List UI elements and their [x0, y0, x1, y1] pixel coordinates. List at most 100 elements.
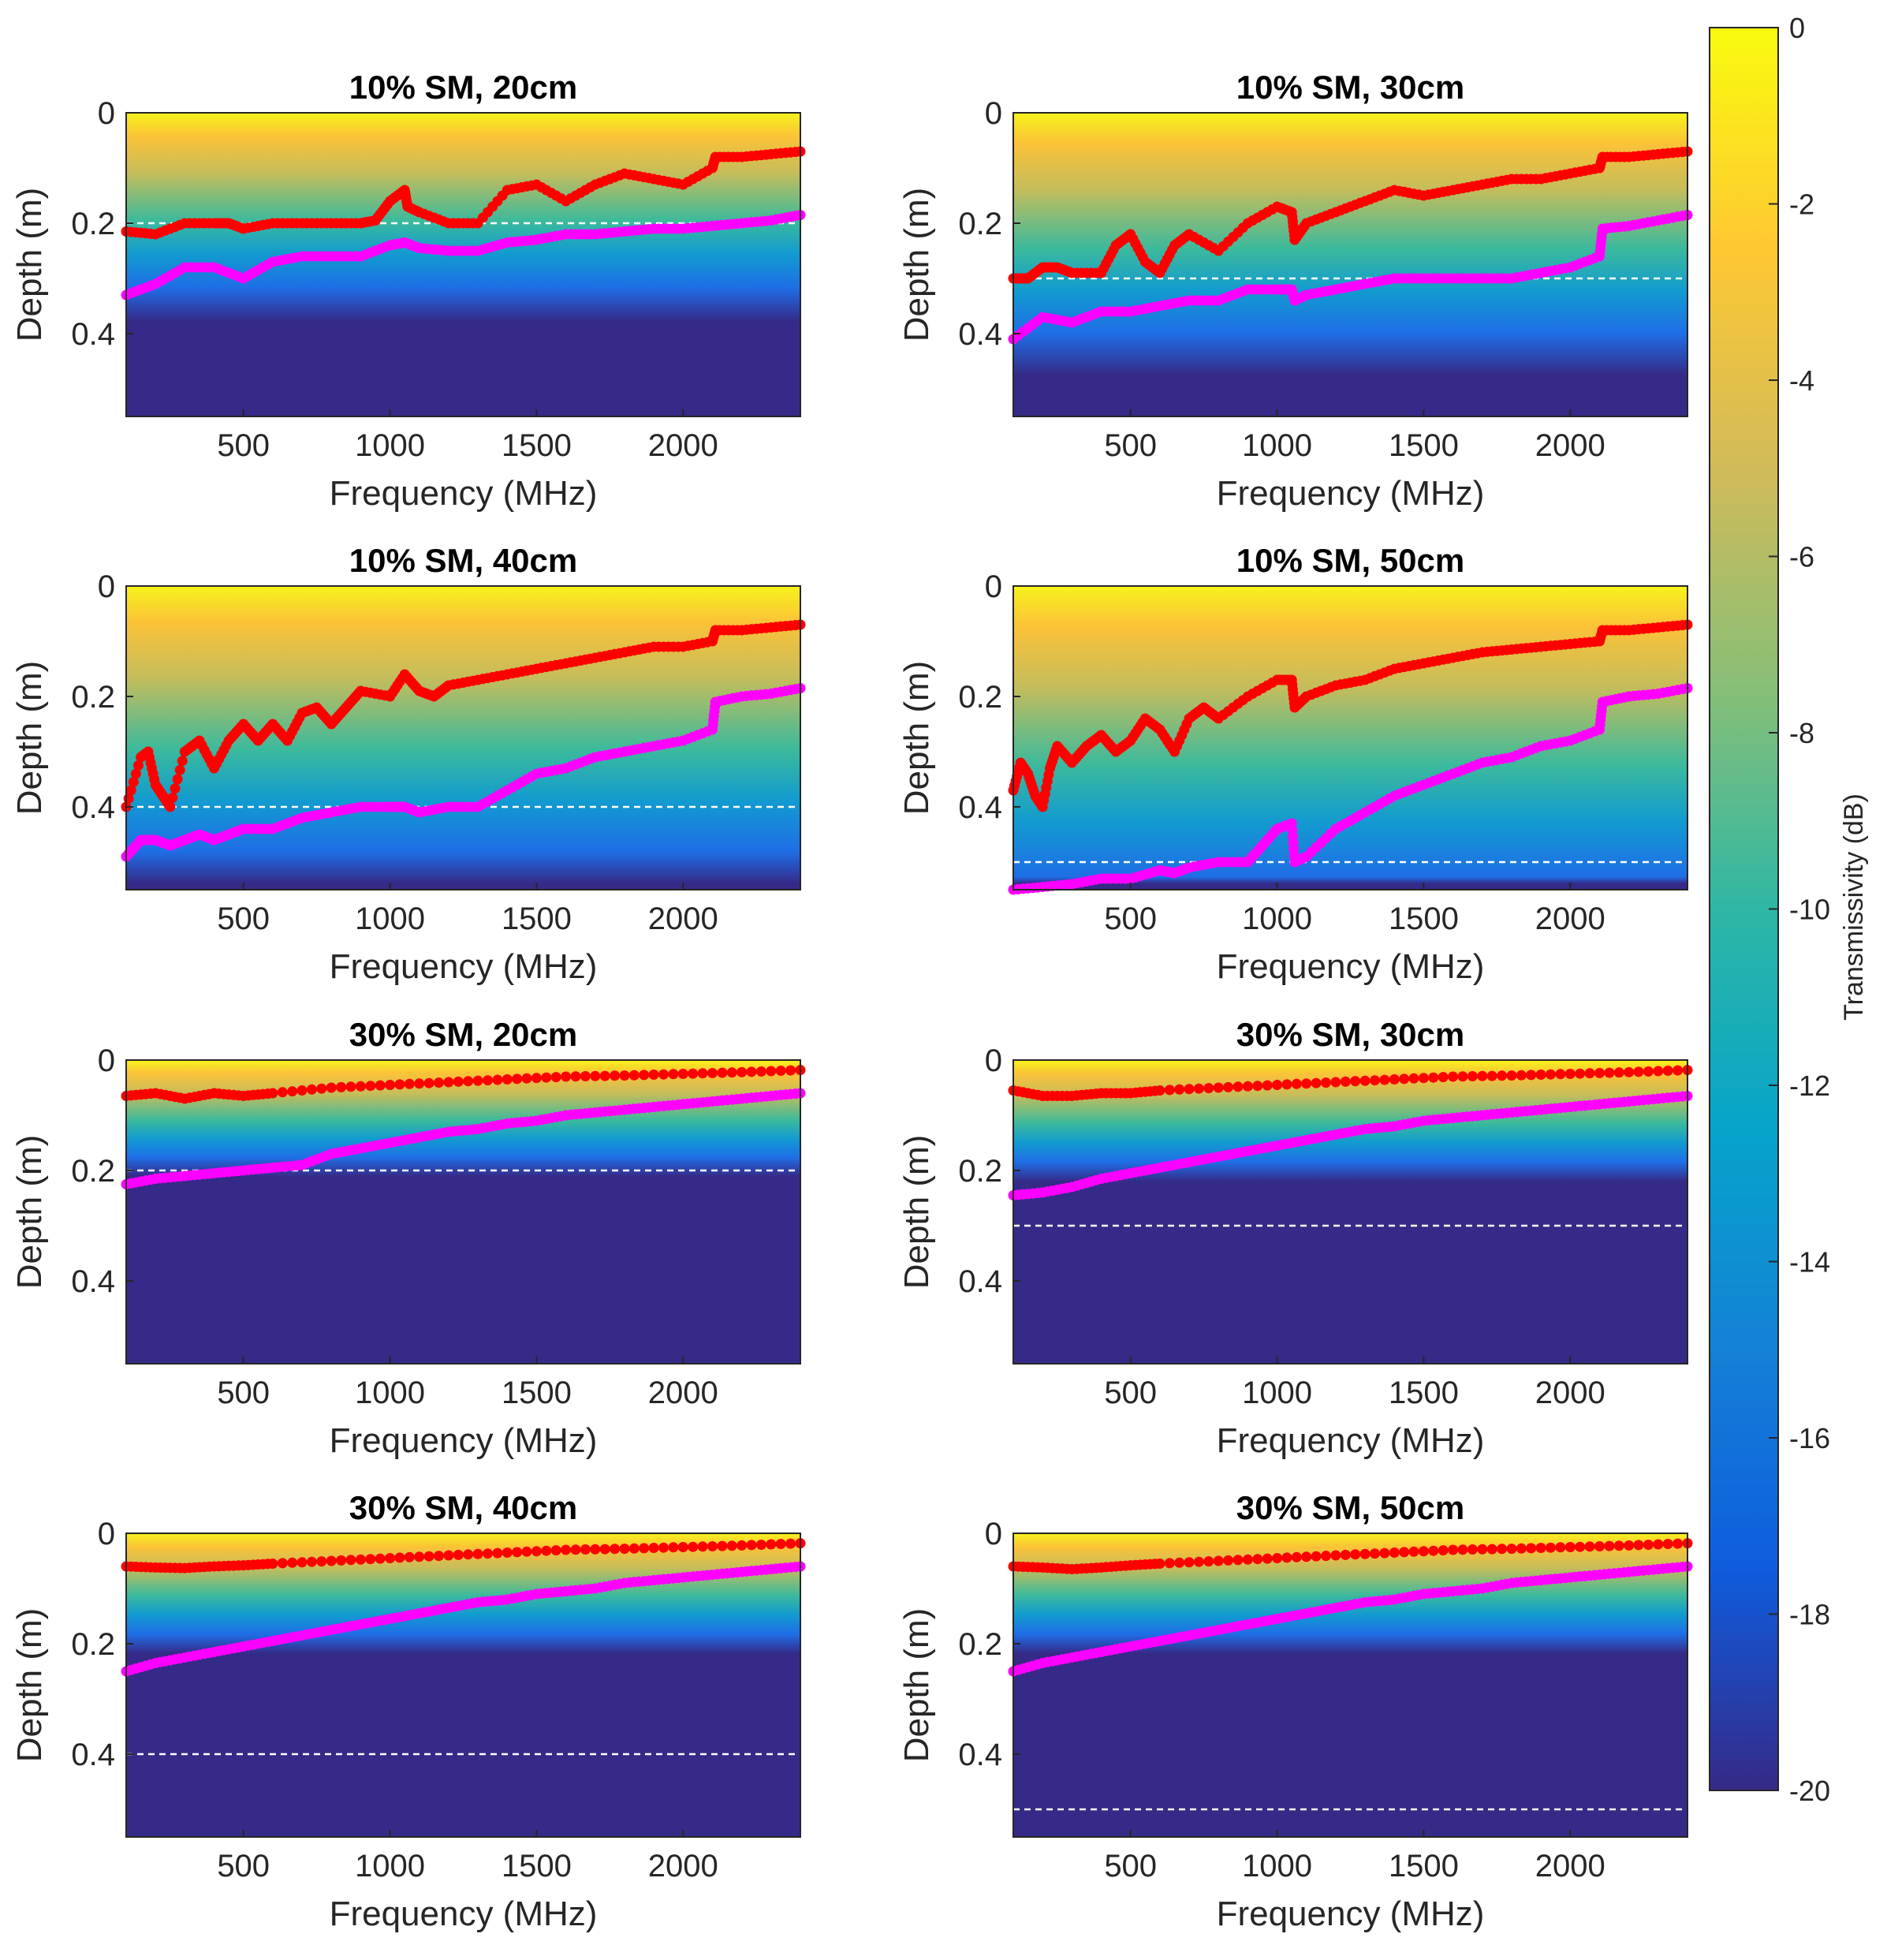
data-point	[610, 1070, 621, 1081]
data-point	[1272, 1553, 1283, 1563]
series-magenta	[121, 1561, 806, 1677]
data-point	[1564, 1542, 1576, 1552]
data-point	[785, 1538, 796, 1549]
data-point	[125, 785, 136, 796]
data-point	[306, 1084, 317, 1095]
y-tick-label: 0	[985, 96, 1002, 131]
data-point	[296, 1557, 308, 1568]
x-tick-label: 1500	[502, 428, 572, 463]
data-point	[785, 1065, 796, 1076]
y-tick-label: 0.4	[71, 1738, 115, 1772]
data-point	[688, 1541, 699, 1552]
data-point	[1301, 1078, 1312, 1089]
data-point	[688, 1068, 699, 1079]
data-point	[1370, 1548, 1380, 1559]
x-tick-label: 2000	[648, 902, 718, 936]
data-point	[404, 1078, 415, 1089]
data-point	[639, 1070, 650, 1081]
data-point	[590, 1544, 601, 1555]
y-axis-label: Depth (m)	[897, 1135, 936, 1290]
data-point	[1604, 1540, 1615, 1551]
y-tick-label: 0.4	[958, 790, 1002, 825]
subplot-2: 500 1000 1500 2000 0 0.2 0.4 10% SM, 30cm Freque…	[897, 69, 1693, 513]
data-point	[434, 1077, 444, 1088]
data-point	[1340, 1549, 1351, 1560]
data-point	[1467, 1071, 1478, 1081]
data-point	[1262, 1553, 1273, 1564]
colorbar-tick-label: 0	[1789, 12, 1805, 44]
data-point	[1428, 1545, 1439, 1556]
data-point	[130, 768, 141, 779]
data-point	[385, 1080, 396, 1090]
data-point	[1340, 1076, 1351, 1087]
x-tick-label: 1000	[355, 428, 425, 463]
y-tick-label: 0.4	[958, 1264, 1002, 1299]
subplot-title: 30% SM, 40cm	[349, 1489, 578, 1526]
y-tick-label: 0.2	[71, 1154, 115, 1189]
data-point	[1535, 1543, 1546, 1553]
data-point	[1643, 1540, 1654, 1550]
colorbar-tick-label: -14	[1789, 1246, 1830, 1279]
data-point	[394, 1552, 405, 1563]
data-point	[277, 1087, 288, 1098]
x-tick-label: 500	[1104, 1376, 1157, 1410]
data-point	[1370, 1075, 1380, 1086]
data-point	[755, 1540, 766, 1550]
y-tick-label: 0	[98, 96, 115, 131]
data-point	[287, 1557, 298, 1568]
data-point	[492, 1074, 503, 1085]
heatmap-field	[126, 1060, 800, 1364]
data-point	[1213, 1082, 1224, 1093]
data-point	[404, 1551, 415, 1562]
x-tick-label: 500	[217, 428, 270, 463]
data-point	[1252, 1081, 1263, 1092]
data-point	[1653, 1066, 1664, 1077]
data-point	[610, 1544, 621, 1555]
data-point	[1223, 1555, 1234, 1566]
data-point	[1193, 1556, 1204, 1567]
data-point	[1281, 1079, 1292, 1090]
data-point	[1389, 1074, 1400, 1085]
colorbar-tick-label: -10	[1789, 894, 1830, 926]
axes-box	[1012, 585, 1688, 890]
subplot-4: 500 1000 1500 2000 0 0.2 0.4 10% SM, 50cm Freque…	[897, 542, 1693, 986]
axes-box	[1012, 1059, 1688, 1365]
data-point	[717, 1540, 728, 1551]
colorbar-ticks: 0 -2 -4 -6 -8 -10 -12 -14 -16 -18 -20	[1769, 12, 1830, 1807]
data-point	[316, 1083, 327, 1094]
data-point	[165, 801, 176, 812]
data-point	[619, 1070, 630, 1081]
data-point	[1624, 1540, 1635, 1551]
data-point	[174, 764, 185, 775]
x-tick-label: 2000	[648, 1849, 718, 1883]
data-point	[453, 1076, 464, 1087]
data-point	[1604, 1067, 1615, 1078]
subplot-6: 500 1000 1500 2000 0 0.2 0.4 30% SM, 30cm Freque…	[897, 1016, 1693, 1460]
series-magenta	[121, 683, 806, 862]
data-point	[1633, 1066, 1644, 1077]
data-point	[1506, 1544, 1517, 1555]
data-point	[1613, 1067, 1624, 1078]
x-axis-label: Frequency (MHz)	[330, 1421, 598, 1460]
data-point	[550, 1545, 561, 1556]
x-tick-label: 2000	[1535, 428, 1605, 463]
data-point	[414, 1551, 425, 1562]
data-point	[746, 1540, 757, 1551]
data-point	[521, 1546, 532, 1557]
colorbar-tick-label: -6	[1789, 541, 1814, 573]
series-magenta	[121, 1088, 806, 1189]
colorbar-gradient	[1709, 27, 1779, 1791]
data-point	[345, 1555, 356, 1566]
data-point	[1359, 1548, 1370, 1559]
subplot-title: 30% SM, 20cm	[349, 1016, 578, 1053]
data-point	[1311, 1551, 1322, 1562]
data-point	[1555, 1069, 1566, 1080]
y-tick-label: 0.2	[958, 680, 1002, 715]
data-point	[296, 1085, 308, 1096]
axes-box	[125, 1059, 801, 1365]
data-point	[1575, 1068, 1586, 1079]
data-point	[1428, 1072, 1439, 1083]
data-point	[1272, 1080, 1283, 1090]
series-magenta	[1008, 210, 1693, 345]
data-point	[1223, 1081, 1234, 1092]
